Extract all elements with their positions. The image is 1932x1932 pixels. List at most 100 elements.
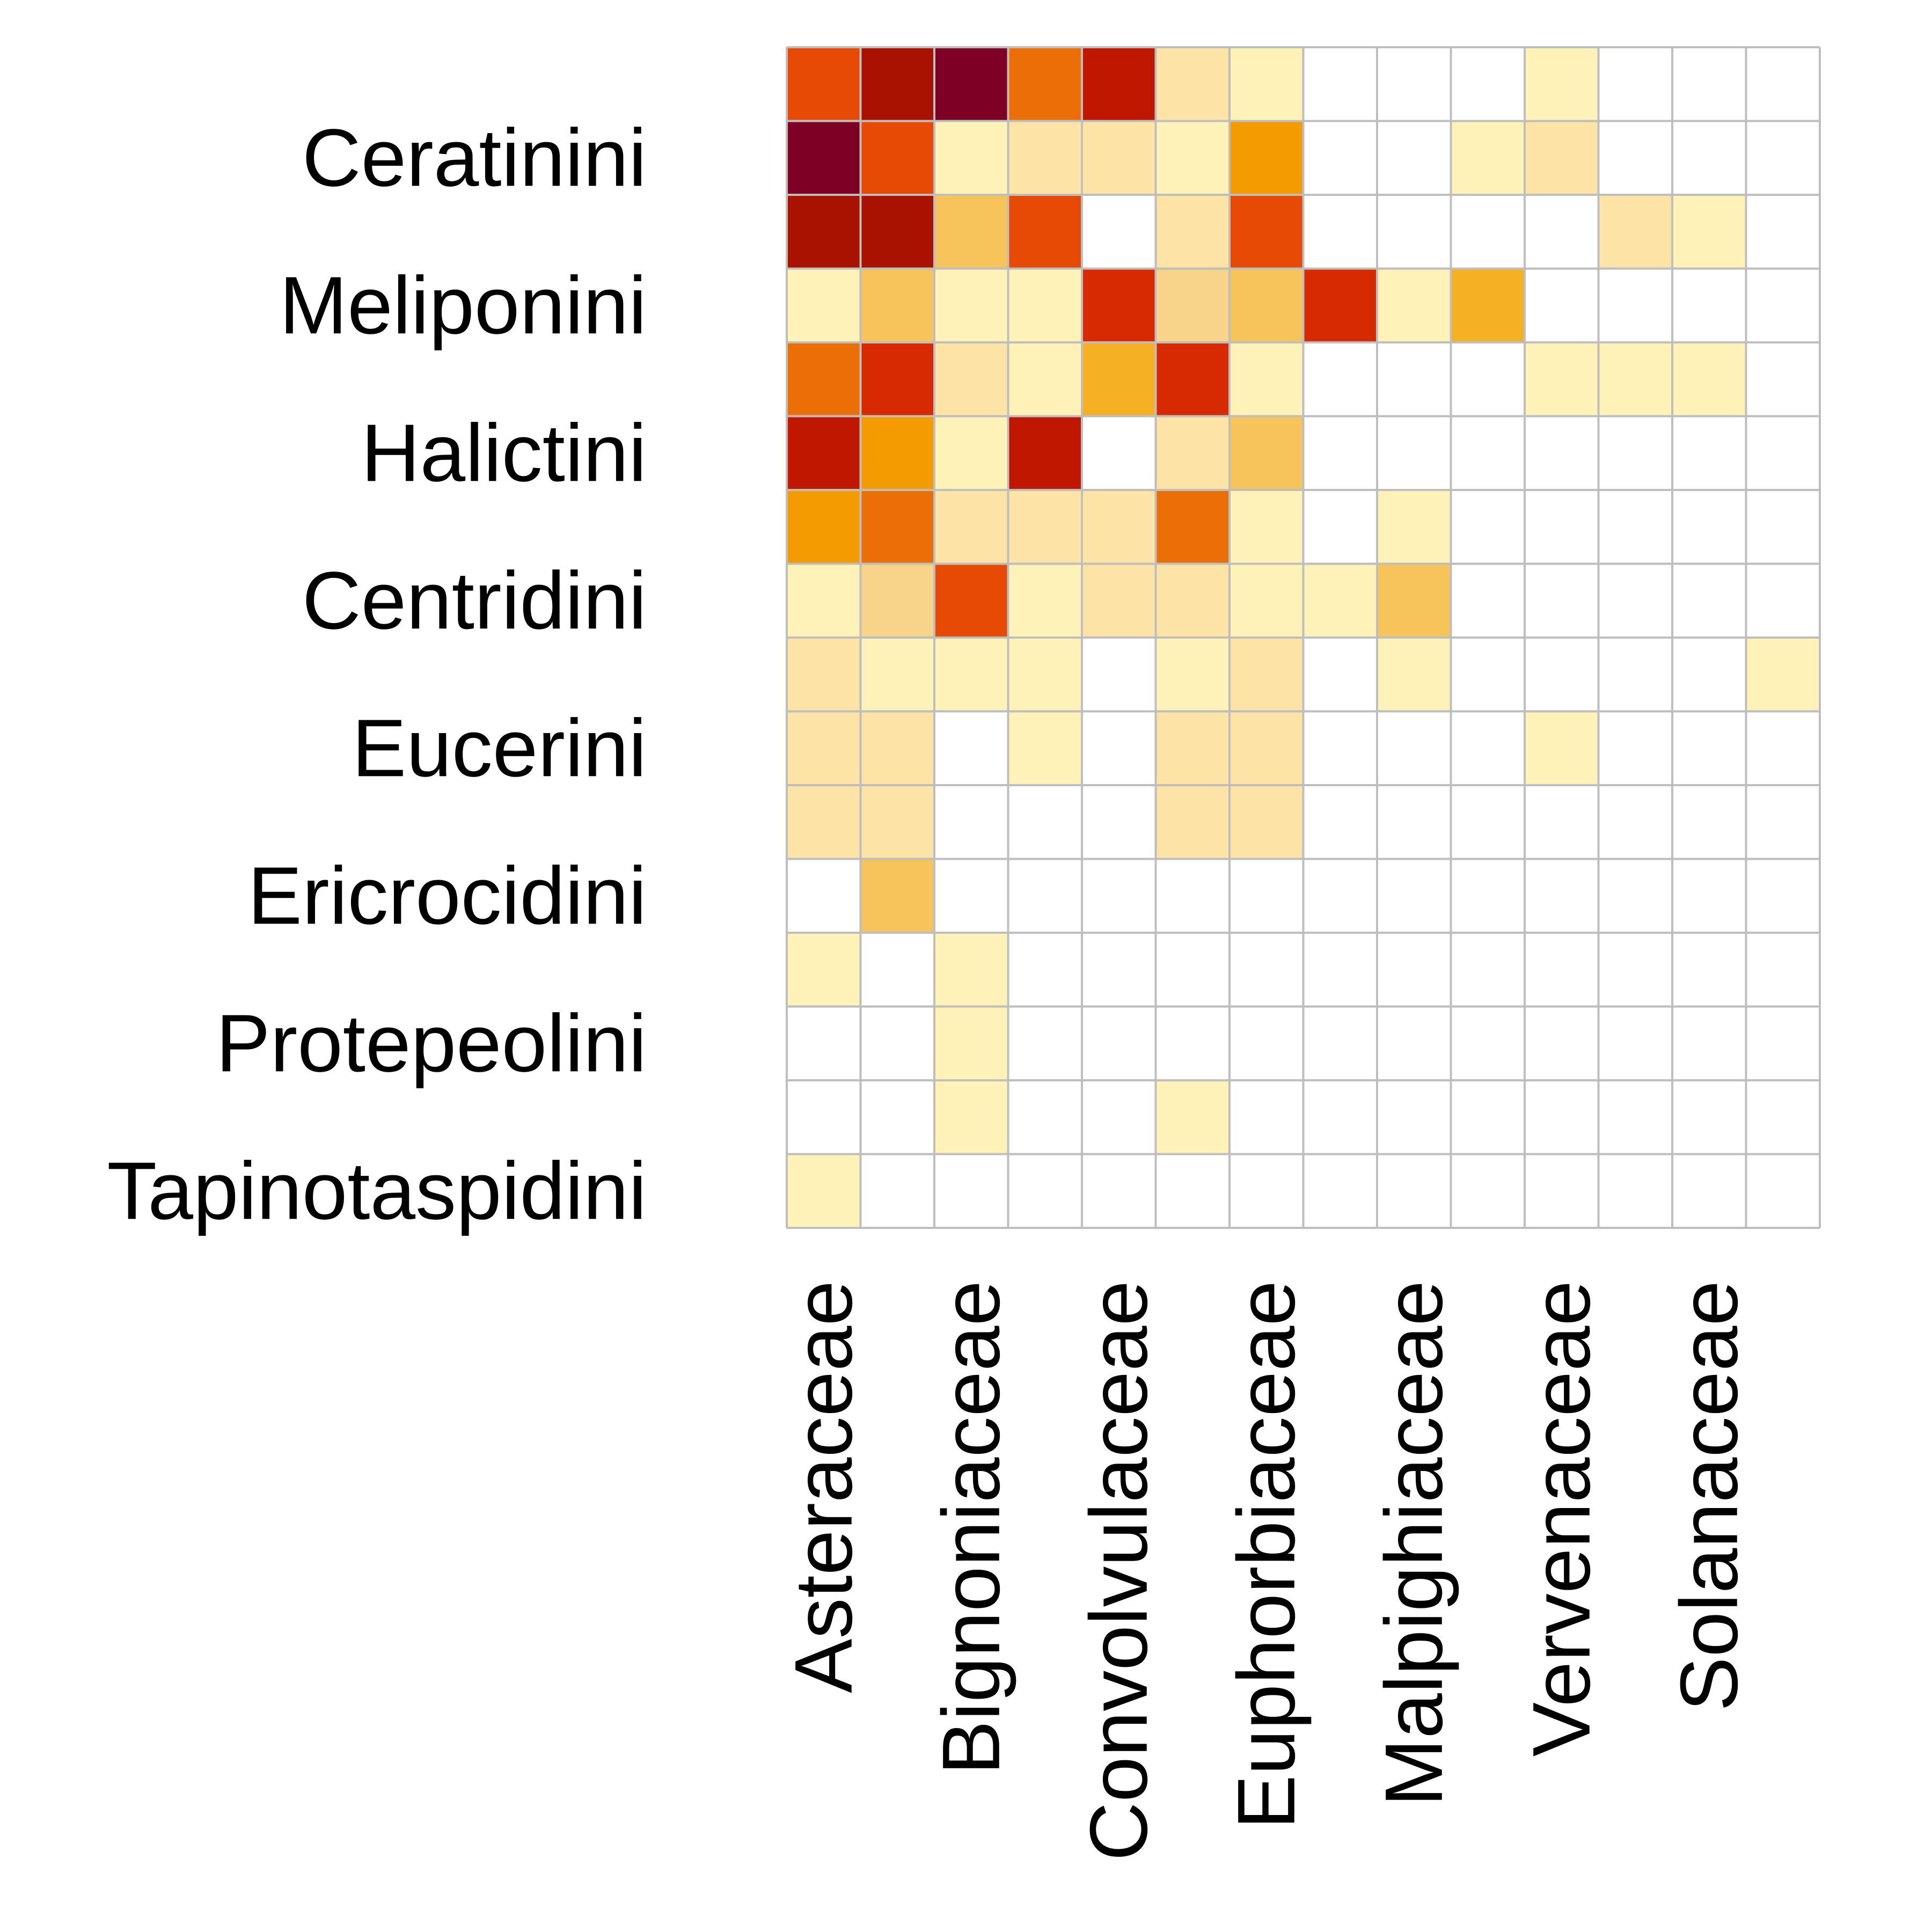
row-label: Halictini <box>361 407 647 499</box>
heatmap-cell-r1-c7 <box>1303 121 1377 195</box>
heatmap-cell-r4-c9 <box>1451 342 1525 416</box>
heatmap-cell-r8-c11 <box>1598 638 1672 712</box>
heatmap-cell-r0-c9 <box>1451 47 1525 121</box>
heatmap-cell-r2-c7 <box>1303 195 1377 269</box>
heatmap-cell-r6-c2 <box>934 490 1008 564</box>
heatmap-cell-r11-c9 <box>1451 859 1525 933</box>
heatmap-cell-r13-c5 <box>1155 1006 1230 1080</box>
heatmap-cell-r11-c12 <box>1672 859 1746 933</box>
heatmap-cell-r13-c4 <box>1082 1006 1156 1080</box>
row-labels: Ceratinini Meliponini Halictini Centridini E… <box>107 112 647 1236</box>
heatmap-cell-r8-c6 <box>1230 638 1304 712</box>
heatmap-cell-r13-c8 <box>1377 1006 1451 1080</box>
heatmap-cell-r10-c10 <box>1525 785 1599 859</box>
heatmap-cells <box>787 47 1820 1228</box>
heatmap-cell-r0-c5 <box>1155 47 1230 121</box>
heatmap-cell-r13-c12 <box>1672 1006 1746 1080</box>
heatmap-cell-r4-c5 <box>1155 342 1230 416</box>
heatmap-cell-r9-c9 <box>1451 711 1525 785</box>
heatmap-cell-r14-c12 <box>1672 1080 1746 1154</box>
heatmap-cell-r4-c10 <box>1525 342 1599 416</box>
heatmap-cell-r9-c6 <box>1230 711 1304 785</box>
heatmap-cell-r10-c4 <box>1082 785 1156 859</box>
heatmap-cell-r12-c10 <box>1525 933 1599 1007</box>
heatmap-cell-r1-c5 <box>1155 121 1230 195</box>
heatmap-cell-r9-c3 <box>1008 711 1082 785</box>
heatmap-cell-r3-c7 <box>1303 268 1377 342</box>
heatmap-cell-r5-c13 <box>1746 416 1820 490</box>
heatmap-cell-r6-c0 <box>787 490 861 564</box>
heatmap-cell-r15-c5 <box>1155 1154 1230 1228</box>
heatmap-cell-r3-c11 <box>1598 268 1672 342</box>
heatmap-cell-r2-c3 <box>1008 195 1082 269</box>
heatmap-cell-r14-c5 <box>1155 1080 1230 1154</box>
heatmap-cell-r4-c4 <box>1082 342 1156 416</box>
heatmap-cell-r14-c4 <box>1082 1080 1156 1154</box>
heatmap-cell-r14-c10 <box>1525 1080 1599 1154</box>
heatmap-cell-r0-c4 <box>1082 47 1156 121</box>
heatmap-cell-r4-c12 <box>1672 342 1746 416</box>
heatmap-cell-r11-c4 <box>1082 859 1156 933</box>
heatmap-cell-r12-c13 <box>1746 933 1820 1007</box>
heatmap-cell-r7-c5 <box>1155 564 1230 638</box>
heatmap-cell-r5-c3 <box>1008 416 1082 490</box>
heatmap-cell-r6-c3 <box>1008 490 1082 564</box>
heatmap-cell-r5-c11 <box>1598 416 1672 490</box>
heatmap-cell-r3-c3 <box>1008 268 1082 342</box>
heatmap-cell-r3-c9 <box>1451 268 1525 342</box>
heatmap-cell-r11-c10 <box>1525 859 1599 933</box>
heatmap-cell-r12-c5 <box>1155 933 1230 1007</box>
heatmap-cell-r1-c2 <box>934 121 1008 195</box>
column-label: Vervenaceae <box>1516 1280 1607 1757</box>
heatmap-cell-r4-c0 <box>787 342 861 416</box>
heatmap-cell-r8-c10 <box>1525 638 1599 712</box>
heatmap-cell-r14-c11 <box>1598 1080 1672 1154</box>
heatmap-cell-r8-c0 <box>787 638 861 712</box>
heatmap-cell-r15-c9 <box>1451 1154 1525 1228</box>
heatmap-cell-r10-c7 <box>1303 785 1377 859</box>
heatmap-cell-r9-c8 <box>1377 711 1451 785</box>
heatmap-cell-r10-c5 <box>1155 785 1230 859</box>
column-label: Asteraceae <box>778 1280 869 1693</box>
heatmap-cell-r3-c8 <box>1377 268 1451 342</box>
heatmap-cell-r13-c11 <box>1598 1006 1672 1080</box>
heatmap-cell-r12-c0 <box>787 933 861 1007</box>
heatmap-cell-r5-c12 <box>1672 416 1746 490</box>
heatmap-cell-r6-c12 <box>1672 490 1746 564</box>
heatmap-cell-r3-c12 <box>1672 268 1746 342</box>
heatmap-cell-r7-c8 <box>1377 564 1451 638</box>
heatmap-cell-r15-c2 <box>934 1154 1008 1228</box>
heatmap-cell-r11-c13 <box>1746 859 1820 933</box>
heatmap-cell-r10-c0 <box>787 785 861 859</box>
heatmap-cell-r12-c9 <box>1451 933 1525 1007</box>
heatmap-cell-r4-c2 <box>934 342 1008 416</box>
heatmap-cell-r1-c8 <box>1377 121 1451 195</box>
heatmap-cell-r1-c12 <box>1672 121 1746 195</box>
heatmap-cell-r7-c1 <box>860 564 934 638</box>
heatmap-cell-r9-c13 <box>1746 711 1820 785</box>
heatmap-cell-r11-c3 <box>1008 859 1082 933</box>
heatmap-cell-r0-c2 <box>934 47 1008 121</box>
heatmap-cell-r15-c12 <box>1672 1154 1746 1228</box>
heatmap-cell-r2-c1 <box>860 195 934 269</box>
heatmap-cell-r12-c2 <box>934 933 1008 1007</box>
heatmap-cell-r5-c10 <box>1525 416 1599 490</box>
heatmap-cell-r12-c3 <box>1008 933 1082 1007</box>
heatmap-cell-r7-c4 <box>1082 564 1156 638</box>
heatmap-cell-r0-c13 <box>1746 47 1820 121</box>
heatmap-cell-r10-c12 <box>1672 785 1746 859</box>
heatmap-cell-r6-c10 <box>1525 490 1599 564</box>
heatmap-cell-r15-c1 <box>860 1154 934 1228</box>
heatmap-cell-r2-c2 <box>934 195 1008 269</box>
heatmap-cell-r8-c9 <box>1451 638 1525 712</box>
heatmap-cell-r9-c12 <box>1672 711 1746 785</box>
heatmap-cell-r15-c10 <box>1525 1154 1599 1228</box>
heatmap-cell-r6-c5 <box>1155 490 1230 564</box>
heatmap-cell-r1-c0 <box>787 121 861 195</box>
heatmap-cell-r4-c7 <box>1303 342 1377 416</box>
heatmap-cell-r7-c10 <box>1525 564 1599 638</box>
heatmap-cell-r9-c10 <box>1525 711 1599 785</box>
heatmap-cell-r4-c6 <box>1230 342 1304 416</box>
heatmap-cell-r12-c4 <box>1082 933 1156 1007</box>
column-label: Convolvulaceae <box>1073 1280 1165 1861</box>
